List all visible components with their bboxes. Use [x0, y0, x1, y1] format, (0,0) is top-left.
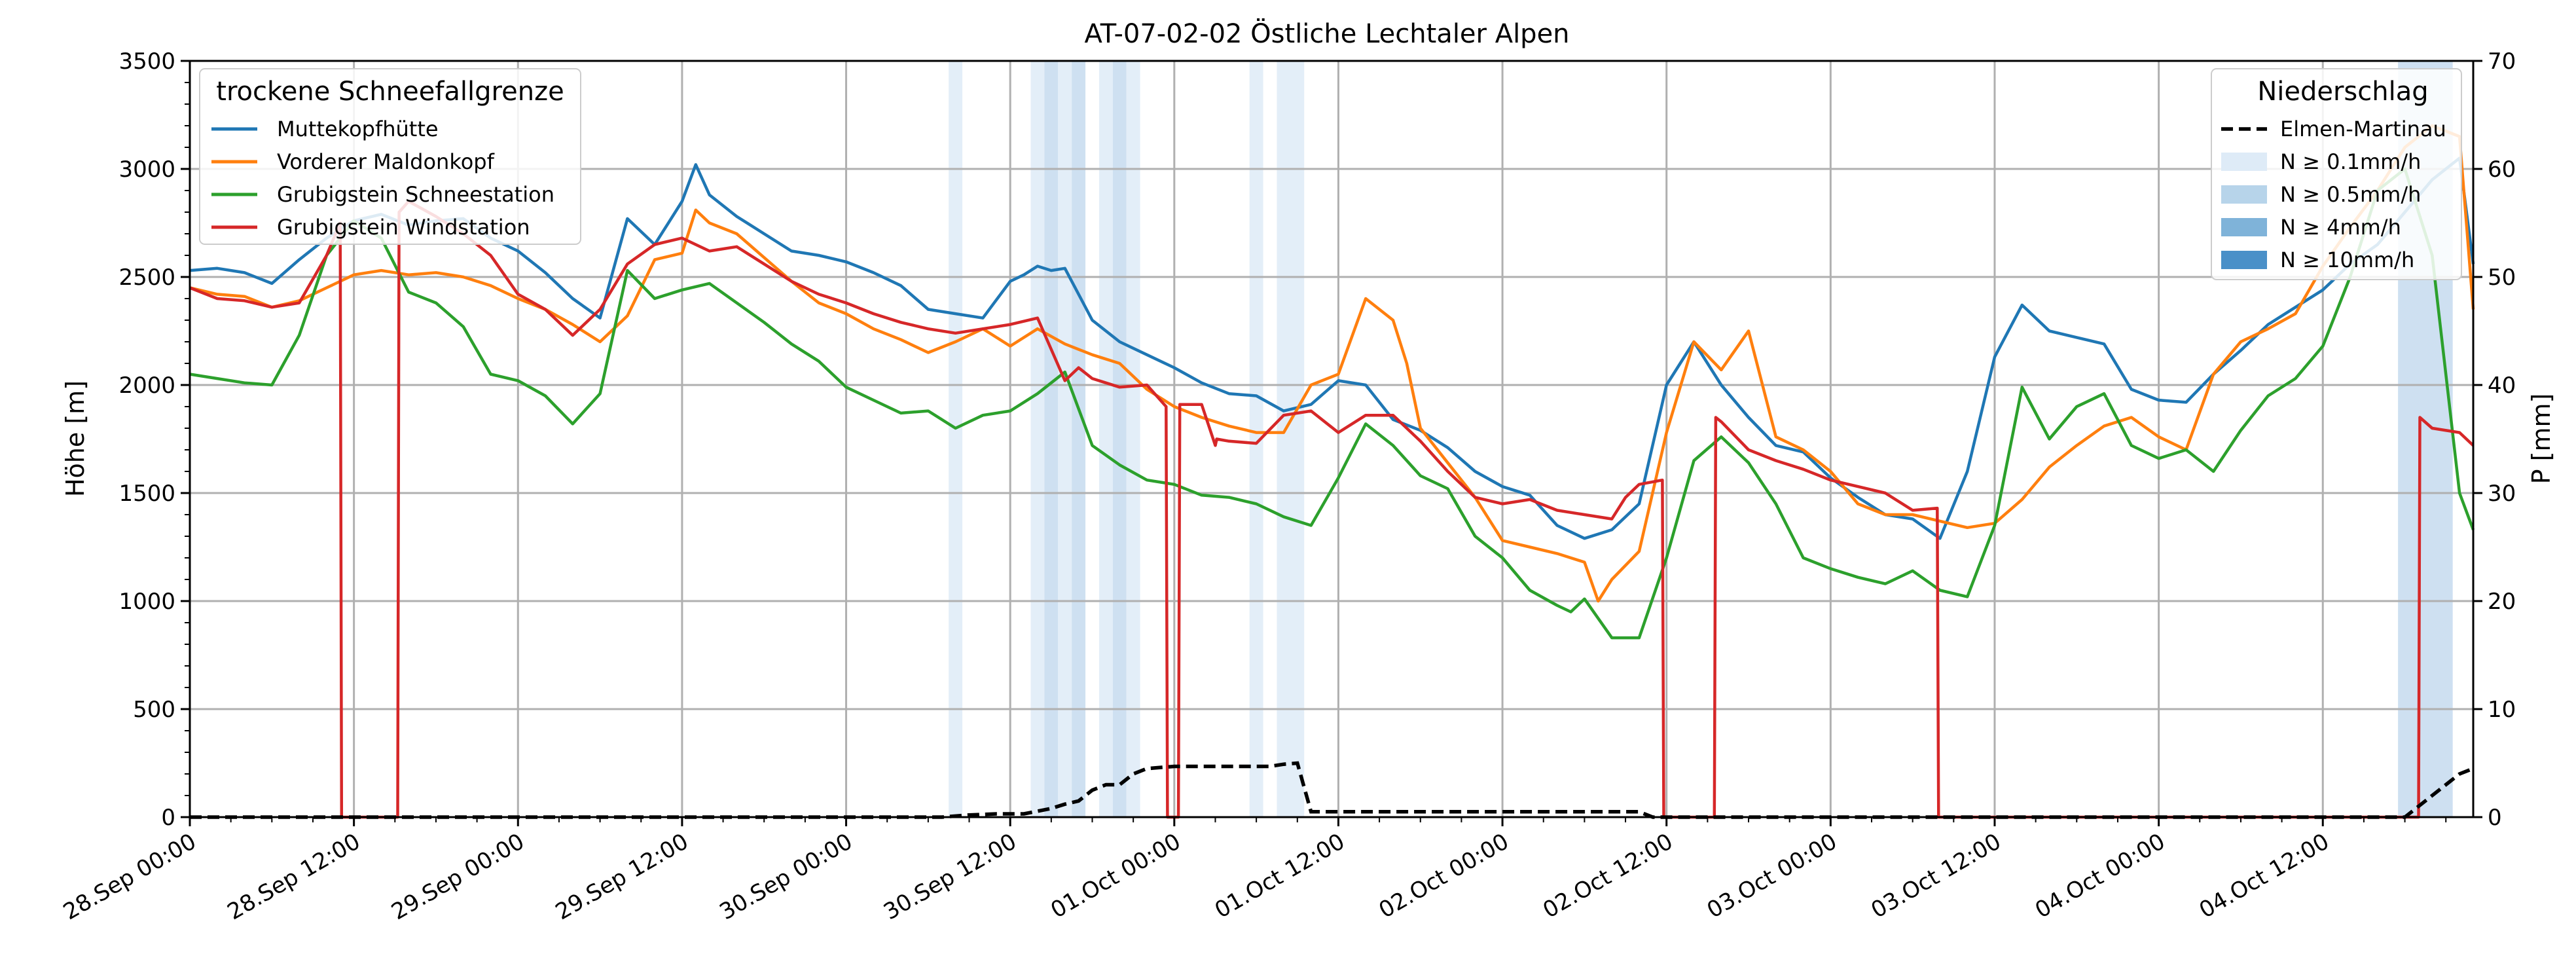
x-tick-label-8: 02.Oct 00:00 [1375, 828, 1514, 923]
x-axis-ticks: 28.Sep 00:00 28.Sep 12:00 29.Sep 00:00 29.S… [59, 817, 2447, 925]
precip-band-1 [1030, 61, 1045, 817]
y2-tick-label-0: 0 [2488, 805, 2502, 831]
x-tick-label-7: 01.Oct 12:00 [1210, 828, 1349, 923]
y-tick-label-7: 3500 [118, 48, 175, 75]
precip-band-0 [949, 61, 963, 817]
y-tick-label-5: 2500 [118, 265, 175, 291]
y2-tick-label-5: 50 [2488, 265, 2516, 291]
x-tick-label-9: 02.Oct 12:00 [1538, 828, 1677, 923]
y2-tick-label-2: 20 [2488, 589, 2516, 615]
x-tick-label-6: 01.Oct 00:00 [1046, 828, 1185, 923]
legend-right-label-0: Elmen-Martinau [2280, 117, 2446, 141]
precip-band-3 [1058, 61, 1072, 817]
legend-right-box [2211, 68, 2462, 280]
x-tick-label-0: 28.Sep 00:00 [59, 828, 201, 925]
x-tick-label-2: 29.Sep 00:00 [387, 828, 529, 925]
y-tick-label-0: 0 [161, 805, 175, 831]
legend-right-swatch-1 [2221, 153, 2267, 171]
legend-right-swatch-4 [2221, 251, 2267, 269]
precip-band-6 [1112, 61, 1127, 817]
legend-left-box [199, 68, 581, 245]
y2-tick-label-6: 60 [2488, 156, 2516, 183]
y2-tick-label-3: 30 [2488, 481, 2516, 507]
precip-band-5 [1098, 61, 1113, 817]
precip-band-4 [1072, 61, 1086, 817]
x-tick-label-13: 04.Oct 12:00 [2195, 828, 2334, 923]
y2-tick-label-7: 70 [2488, 48, 2516, 75]
x-tick-label-10: 03.Oct 00:00 [1703, 828, 1841, 923]
precipitation-bands [949, 61, 2453, 817]
legend-right-label-4: N ≥ 10mm/h [2280, 247, 2414, 272]
series-line-2 [189, 167, 2475, 640]
legend-right-title: Niederschlag [2257, 77, 2428, 107]
y2-tick-label-4: 40 [2488, 373, 2516, 399]
precip-band-7 [1126, 61, 1140, 817]
y-tick-label-4: 2000 [118, 373, 175, 399]
legend-right-swatch-2 [2221, 185, 2267, 204]
x-tick-label-3: 29.Sep 12:00 [551, 828, 693, 925]
plot-frame [189, 60, 2475, 818]
y-tick-label-3: 1500 [118, 481, 175, 507]
precip-band-2 [1044, 61, 1059, 817]
x-tick-label-4: 30.Sep 00:00 [715, 828, 857, 925]
x-tick-label-1: 28.Sep 12:00 [223, 828, 365, 925]
y-tick-label-2: 1000 [118, 589, 175, 615]
legend-left-label-1: Vorderer Maldonkopf [277, 149, 495, 174]
legend-precipitation: Niederschlag Elmen-Martinau N ≥ 0.1mm/h N ≥… [2211, 68, 2462, 280]
x-tick-label-12: 04.Oct 00:00 [2031, 828, 2169, 923]
y-axis-ticks: 0 500 1000 1500 2000 2500 3000 3500 [118, 48, 190, 831]
x-tick-label-11: 03.Oct 12:00 [1867, 828, 2006, 923]
legend-right-label-1: N ≥ 0.1mm/h [2280, 149, 2421, 174]
legend-snowfall-line: trockene Schneefallgrenze Muttekopfhütte V… [199, 68, 581, 245]
chart-title: AT-07-02-02 Östliche Lechtaler Alpen [1084, 18, 1569, 49]
legend-left-label-3: Grubigstein Windstation [277, 215, 530, 240]
precip-band-9 [1277, 61, 1305, 817]
legend-right-label-3: N ≥ 4mm/h [2280, 215, 2401, 240]
y2-axis-label: P [mm] [2527, 394, 2556, 485]
y-tick-label-1: 500 [133, 697, 175, 723]
legend-left-label-0: Muttekopfhütte [277, 117, 439, 141]
series-line-1 [189, 124, 2475, 603]
y2-axis-ticks: 0 10 20 30 40 50 60 70 [2473, 48, 2516, 831]
plot-border [189, 60, 2475, 818]
precip-band-8 [1249, 61, 1263, 817]
legend-left-title: trockene Schneefallgrenze [216, 77, 564, 107]
x-tick-label-5: 30.Sep 12:00 [879, 828, 1021, 925]
legend-right-swatch-3 [2221, 218, 2267, 236]
legend-right-label-2: N ≥ 0.5mm/h [2280, 182, 2421, 207]
legend-left-label-2: Grubigstein Schneestation [277, 182, 554, 207]
y-tick-label-6: 3000 [118, 156, 175, 183]
y-axis-label: Höhe [m] [61, 380, 90, 497]
y2-tick-label-1: 10 [2488, 697, 2516, 723]
